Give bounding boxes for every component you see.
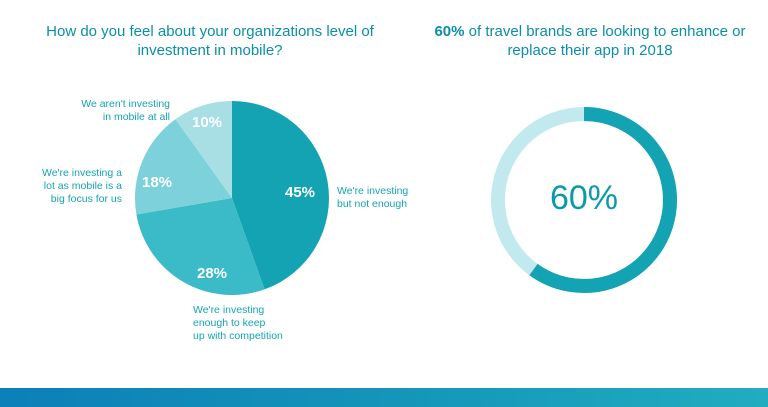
- pie-slice-not-enough: [232, 101, 329, 290]
- pie-label-line: We're investing: [193, 304, 265, 316]
- pie-label-line: in mobile at all: [102, 111, 170, 123]
- donut-filled-arc: [529, 107, 677, 293]
- pie-slice-not-investing: [175, 101, 232, 198]
- pie-label-line: but not enough: [337, 198, 408, 210]
- pie-slice-value-not-enough: 45%: [284, 184, 316, 201]
- pie-slice-value-enough: 28%: [196, 265, 228, 282]
- pie-slice-a-lot: [135, 119, 232, 215]
- donut-title-rest: of travel brands are looking to enhance …: [464, 23, 746, 59]
- pie-label-line: We aren't investing: [81, 98, 170, 110]
- pie-label-not-investing: We aren't investing in mobile at all: [81, 98, 170, 124]
- pie-label-line: enough to keep: [193, 317, 266, 329]
- pie-label-line: big focus for us: [50, 193, 122, 205]
- footer-bar: [0, 388, 768, 407]
- donut-center-value: 60%: [549, 179, 619, 217]
- pie-label-line: up with competition: [193, 330, 283, 342]
- pie-label-enough: We're investing enough to keep up with c…: [193, 304, 283, 343]
- pie-label-line: We're investing: [337, 185, 409, 197]
- pie-slice-enough: [136, 198, 265, 295]
- donut-title-highlight: 60%: [434, 23, 465, 40]
- pie-label-not-enough: We're investing but not enough: [337, 185, 408, 211]
- pie-slice-value-not-investing: 10%: [191, 114, 223, 131]
- pie-slice-value-a-lot: 18%: [141, 174, 173, 191]
- pie-chart-title: How do you feel about your organizations…: [46, 23, 374, 59]
- donut-chart-title: 60% of travel brands are looking to enha…: [430, 22, 750, 60]
- pie-label-line: lot as mobile is a: [43, 180, 122, 192]
- pie-label-line: We're investing a: [41, 167, 122, 179]
- pie-label-a-lot: We're investing a lot as mobile is a big…: [42, 167, 122, 206]
